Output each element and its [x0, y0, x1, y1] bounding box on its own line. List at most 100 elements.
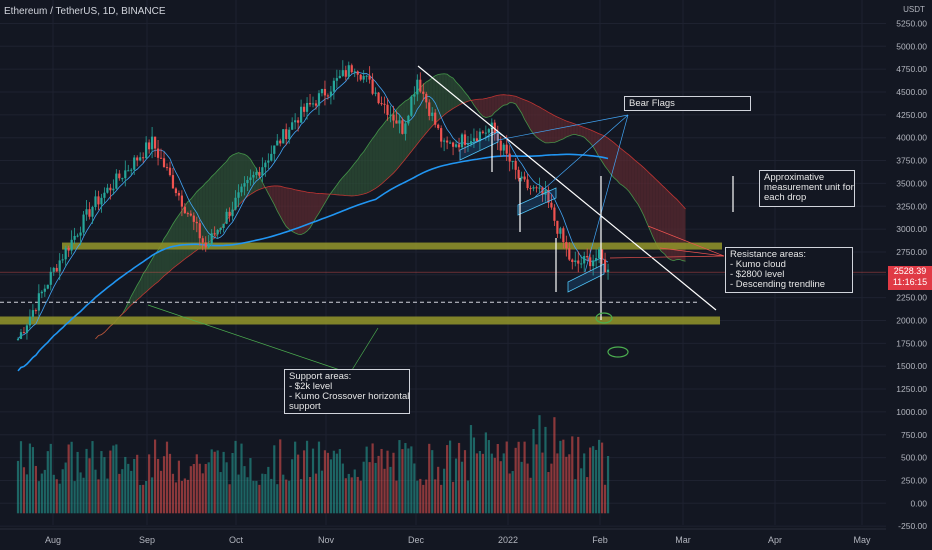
kumo-cloud-bearish — [673, 196, 677, 261]
kumo-cloud-bearish — [277, 185, 281, 217]
volume-bar — [168, 453, 172, 514]
candle-body — [255, 172, 258, 175]
candle-body — [106, 187, 109, 193]
kumo-cloud-bearish — [590, 129, 594, 147]
time-axis-label: Oct — [229, 535, 244, 545]
volume-bar — [156, 458, 160, 514]
kumo-cloud-bullish — [396, 106, 400, 170]
candle-body — [302, 106, 306, 112]
volume-bar — [410, 446, 413, 514]
candle-body — [335, 78, 338, 81]
candle-body — [556, 220, 559, 234]
kumo-cloud-bullish — [420, 84, 424, 141]
price-axis-label: 500.00 — [901, 453, 927, 463]
kumo-cloud-bearish — [268, 186, 272, 200]
volume-bar — [302, 450, 306, 514]
volume-bar — [88, 458, 91, 514]
candle-body — [451, 142, 455, 147]
volume-bar — [249, 458, 252, 514]
volume-bar — [368, 462, 371, 514]
candle-body — [115, 173, 118, 189]
kumo-cloud-bullish — [444, 73, 448, 115]
time-axis-label: Sep — [139, 535, 155, 545]
kumo-cloud-bearish — [274, 185, 278, 211]
volume-bar — [413, 463, 416, 514]
candle-body — [118, 173, 121, 179]
volume-bar — [386, 450, 389, 514]
price-axis-label: 1000.00 — [896, 407, 927, 417]
volume-bar — [395, 480, 398, 514]
bear-flag-channel — [567, 263, 605, 293]
kumo-cloud-bullish — [149, 259, 153, 290]
price-axis-label: 5000.00 — [896, 41, 927, 51]
resistance-pointer — [659, 247, 725, 257]
kumo-cloud-bearish — [473, 99, 477, 110]
volume-bar — [103, 457, 106, 514]
volume-bar — [404, 443, 407, 514]
volume-bar — [449, 440, 452, 514]
candle-body — [454, 144, 458, 147]
candle-body — [529, 188, 532, 190]
candle-body — [374, 92, 377, 94]
kumo-cloud-bullish — [384, 118, 388, 182]
candle-body — [574, 260, 577, 262]
volume-bar — [338, 449, 341, 514]
candle-body — [341, 70, 344, 76]
candle-body — [431, 112, 434, 116]
kumo-cloud-bullish — [345, 170, 349, 196]
candle-body — [311, 103, 315, 105]
candle-body — [103, 192, 106, 198]
kumo-cloud-bearish — [616, 145, 620, 184]
volume-bar — [550, 463, 553, 514]
kumo-cloud-bullish — [441, 73, 445, 118]
price-axis-label: 1750.00 — [896, 338, 927, 348]
volume-bar — [192, 463, 195, 514]
candle-body — [270, 153, 273, 161]
candle-body — [91, 207, 94, 217]
candle-body — [225, 211, 228, 224]
volume-bar — [136, 454, 139, 514]
volume-bar — [344, 478, 347, 514]
volume-bar — [541, 452, 544, 514]
kumo-cloud-bearish — [605, 136, 609, 171]
kumo-cloud-bearish — [631, 157, 635, 201]
volume-bar — [365, 446, 368, 514]
candle-body — [329, 91, 332, 97]
volume-bar — [273, 445, 276, 514]
kumo-cloud-bullish — [211, 173, 215, 241]
descending-trendline — [417, 65, 717, 311]
volume-bar — [428, 443, 431, 514]
candle-body — [85, 209, 88, 215]
candle-body — [171, 175, 175, 189]
kumo-cloud-bearish — [608, 138, 612, 175]
kumo-cloud-bearish — [581, 126, 585, 138]
kumo-cloud-bearish — [536, 105, 540, 140]
volume-bar — [276, 484, 279, 514]
candle-body — [314, 103, 318, 106]
volume-bar — [222, 451, 225, 514]
candle-body — [148, 142, 151, 150]
volume-bar — [553, 417, 556, 514]
candle-body — [207, 243, 210, 248]
candle-body — [565, 242, 568, 249]
kumo-cloud-bullish — [196, 188, 200, 251]
volume-bar — [502, 453, 505, 514]
kumo-cloud-bearish — [637, 162, 641, 210]
candle-body — [550, 202, 553, 208]
kumo-cloud-bearish — [682, 205, 686, 262]
candle-body — [466, 144, 470, 146]
volume-bar — [165, 441, 169, 514]
candle-body — [589, 257, 592, 267]
candle-body — [198, 223, 201, 239]
candle-body — [145, 142, 148, 159]
candle-body — [305, 103, 309, 112]
candle-body — [237, 192, 240, 198]
candle-body — [356, 71, 359, 75]
volume-bar — [311, 448, 315, 514]
volume-bar — [544, 426, 547, 514]
volume-bar — [532, 428, 535, 514]
candle-body — [142, 157, 145, 159]
kumo-cloud-bullish — [244, 154, 248, 200]
volume-bar — [603, 484, 607, 514]
